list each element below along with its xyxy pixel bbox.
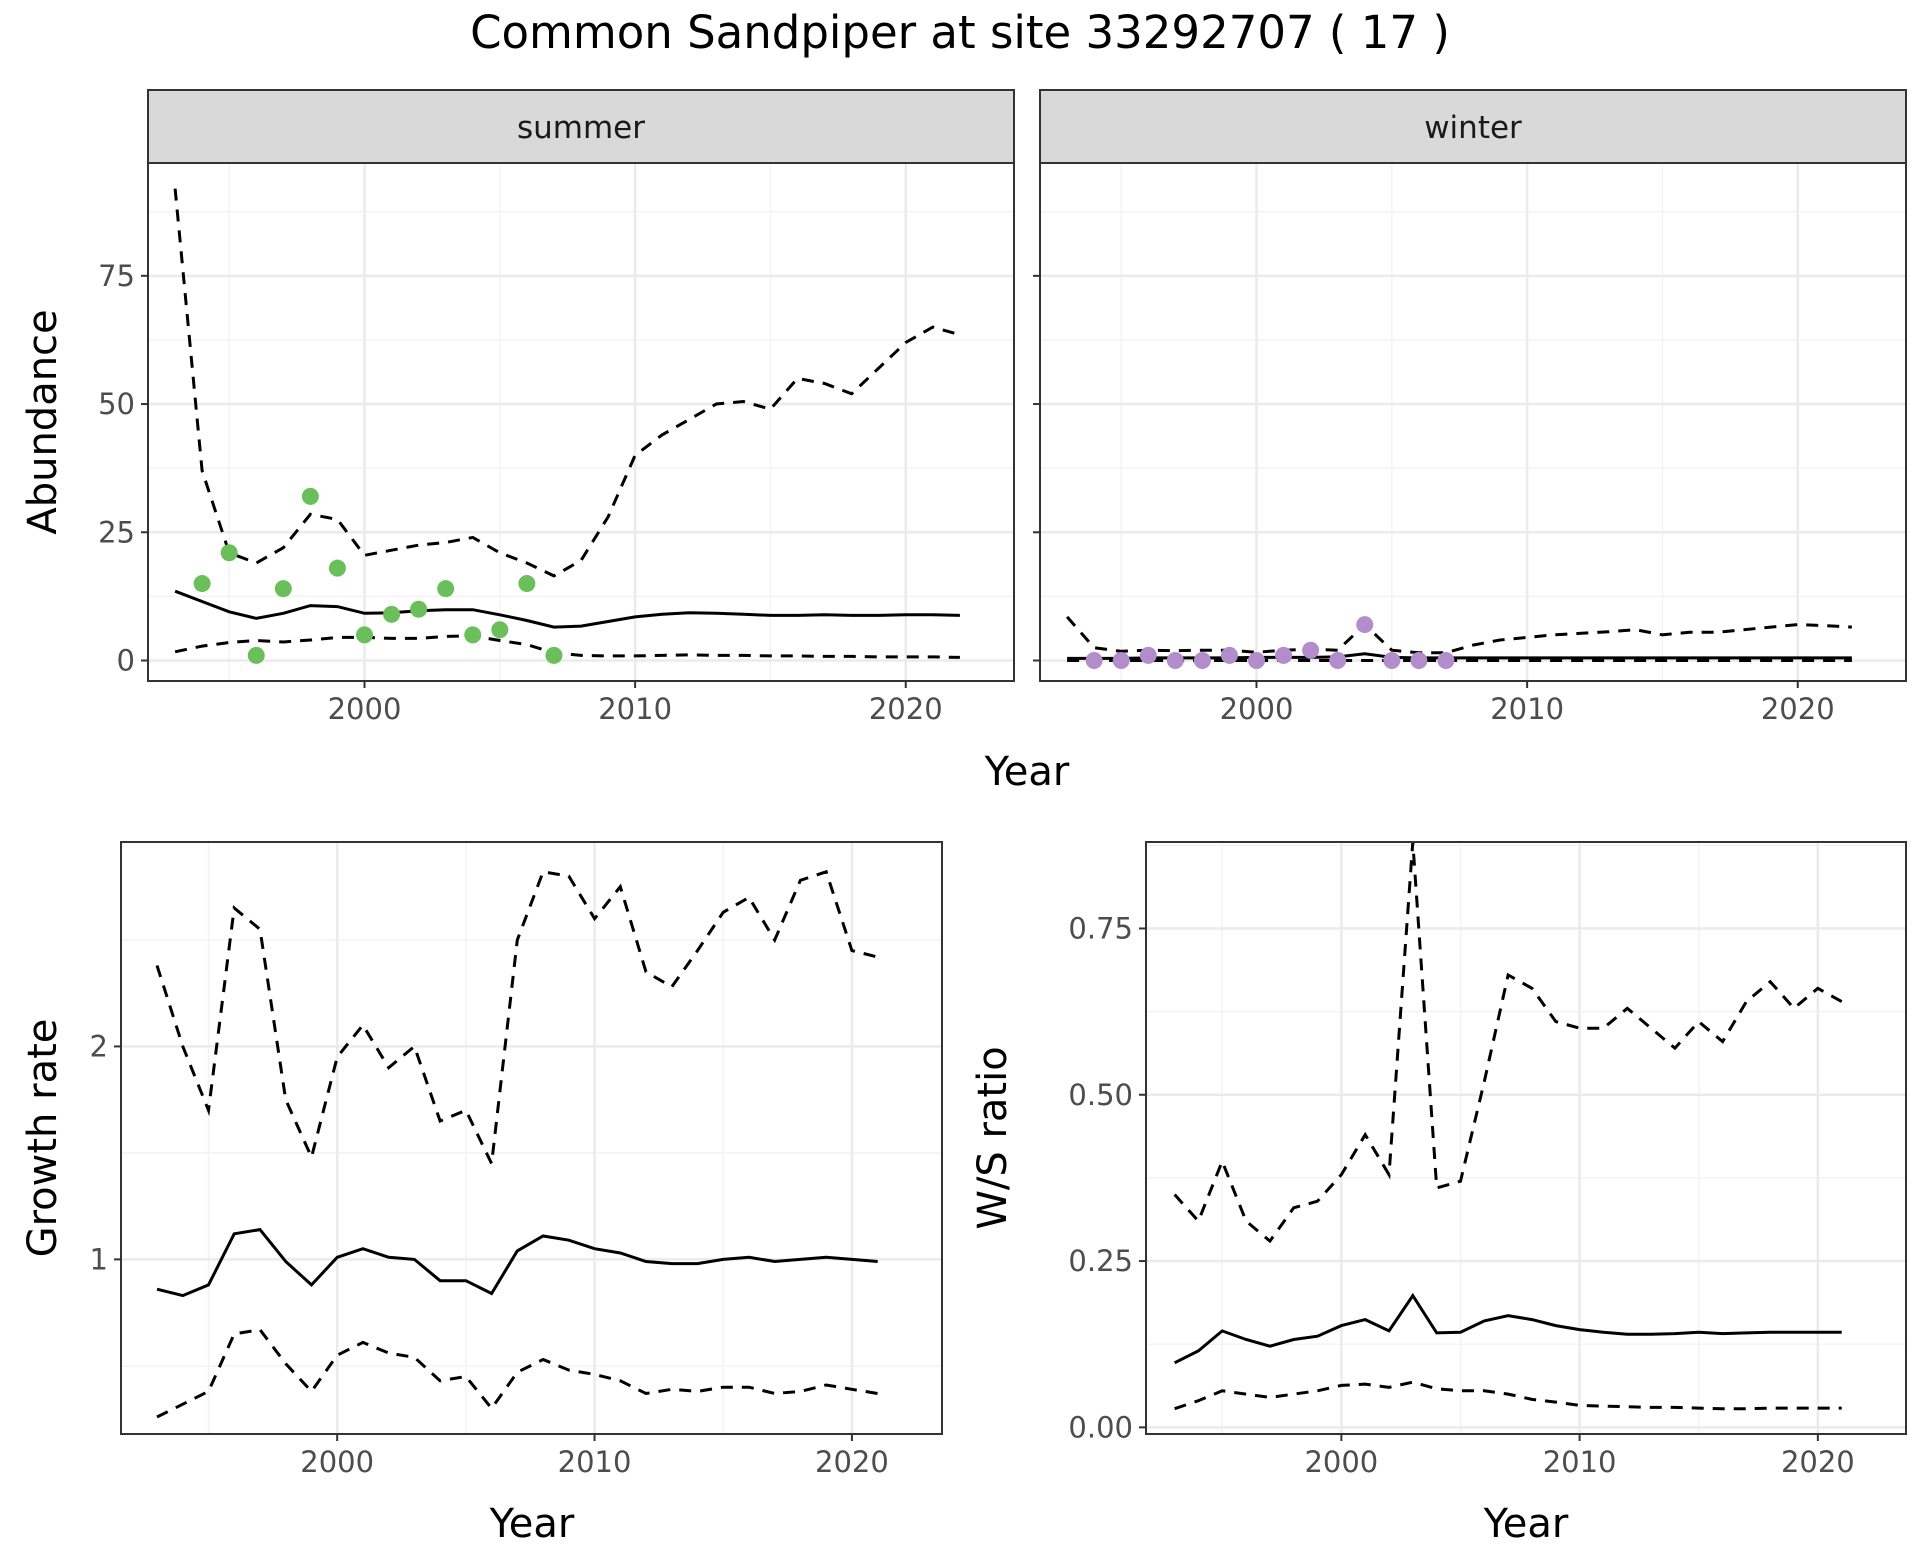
abundance-winter-x-tick-label: 2010	[1490, 692, 1564, 726]
growth-fit-line	[156, 1227, 878, 1298]
growth-y-axis-title: Growth rate	[20, 1019, 66, 1258]
growth-y-tick-label: 2	[90, 1029, 108, 1063]
abundance-summer-x-tick-label: 2000	[328, 692, 402, 726]
ratio-lower-bound-line	[1174, 1380, 1842, 1411]
abundance-winter-observation-point	[1302, 641, 1320, 659]
abundance-summer-observation-point	[410, 600, 428, 618]
ratio-fit-line	[1173, 1292, 1842, 1365]
abundance-summer-observation-point	[220, 544, 238, 562]
growth-x-tick-label: 2010	[558, 1445, 632, 1479]
ratio-y-tick-label: 0.50	[1068, 1078, 1133, 1112]
facet-label-winter: winter	[1424, 110, 1522, 146]
facet-label-summer: summer	[517, 110, 645, 146]
abundance-winter-x-tick-label: 2020	[1761, 692, 1835, 726]
ratio-upper-bound-line	[1173, 841, 1843, 1244]
abundance-summer-observation-point	[193, 575, 211, 593]
abundance-summer-upper-bound-line	[173, 188, 961, 578]
growth-x-tick-label: 2020	[815, 1445, 889, 1479]
abundance-summer-observation-point	[545, 646, 563, 664]
ratio-y-axis-title: W/S ratio	[970, 1046, 1016, 1229]
abundance-summer-observation-point	[356, 626, 373, 644]
abundance-winter-observation-point	[1329, 651, 1347, 669]
ratio-x-tick-label: 2010	[1543, 1445, 1617, 1479]
ratio-x-axis-title: Year	[1483, 1501, 1569, 1547]
abundance-winter-observation-point	[1220, 646, 1238, 664]
growth-y-tick-label: 1	[90, 1242, 108, 1276]
abundance-winter-observation-point	[1248, 651, 1265, 669]
abundance-summer-observation-point	[464, 626, 482, 644]
abundance-winter-observation-point	[1383, 651, 1401, 669]
abundance-summer-observation-point	[518, 575, 536, 593]
growth-lower-bound-line	[156, 1328, 878, 1419]
abundance-summer-observation-point	[437, 580, 455, 598]
facet-strip-summer	[147, 89, 1015, 164]
growth-x-axis-title: Year	[489, 1501, 575, 1547]
abundance-summer-y-tick-label: 75	[98, 259, 135, 293]
abundance-summer-y-tick-label: 25	[98, 515, 135, 549]
ratio-y-tick-label: 0.00	[1068, 1410, 1133, 1444]
ratio-plot: 2000 2010 2020 0.00 0.25 0.50 0.75	[1068, 841, 1907, 1479]
abundance-summer-observation-point	[301, 487, 319, 505]
figure-title: Common Sandpiper at site 33292707 ( 17 )	[470, 6, 1450, 59]
growth-plot: 2000 2010 2020 1 2	[90, 841, 943, 1479]
growth-upper-bound-line	[155, 869, 879, 1169]
abundance-summer-fit-line	[174, 589, 960, 629]
ratio-x-tick-label: 2000	[1304, 1445, 1378, 1479]
abundance-winter-observation-point	[1193, 651, 1211, 669]
abundance-winter-observation-point	[1437, 651, 1455, 669]
abundance-x-axis-title: Year	[984, 749, 1070, 795]
abundance-summer-panel-border	[147, 162, 1015, 682]
abundance-summer-y-tick-label: 0	[117, 643, 135, 677]
ratio-y-tick-label: 0.75	[1068, 911, 1133, 945]
abundance-summer-x-tick-label: 2010	[598, 692, 672, 726]
growth-x-tick-label: 2000	[300, 1445, 374, 1479]
abundance-y-axis-title: Abundance	[20, 309, 66, 534]
abundance-winter-x-tick-label: 2000	[1220, 692, 1294, 726]
abundance-winter-fit-line	[1067, 652, 1852, 660]
abundance-summer-y-tick-label: 50	[98, 387, 135, 421]
abundance-summer-observation-point	[274, 580, 292, 598]
abundance-summer-observation-point	[247, 646, 265, 664]
abundance-summer-observation-point	[328, 559, 346, 577]
abundance-winter-observation-point	[1085, 651, 1103, 669]
abundance-winter-upper-bound-line	[1065, 615, 1852, 655]
abundance-winter-observation-point	[1112, 651, 1130, 669]
abundance-summer-plot: 2000 2010 2020 0 25 50 75	[98, 162, 1015, 726]
abundance-summer-observation-point	[383, 605, 401, 623]
ratio-x-tick-label: 2020	[1781, 1445, 1855, 1479]
abundance-summer-x-tick-label: 2020	[869, 692, 943, 726]
abundance-winter-observation-point	[1166, 651, 1184, 669]
abundance-winter-plot: 2000 2010 2020	[1033, 162, 1907, 726]
abundance-summer-lower-bound-line	[174, 634, 960, 659]
abundance-winter-observation-point	[1139, 646, 1157, 664]
abundance-summer-observation-point	[491, 621, 509, 639]
abundance-winter-observation-point	[1410, 651, 1428, 669]
ratio-y-tick-label: 0.25	[1068, 1244, 1133, 1278]
growth-panel-border	[120, 841, 943, 1435]
abundance-winter-panel-border	[1039, 162, 1907, 682]
abundance-winter-observation-point	[1275, 646, 1293, 664]
ratio-panel-border	[1145, 841, 1907, 1435]
abundance-winter-observation-point	[1356, 616, 1374, 634]
